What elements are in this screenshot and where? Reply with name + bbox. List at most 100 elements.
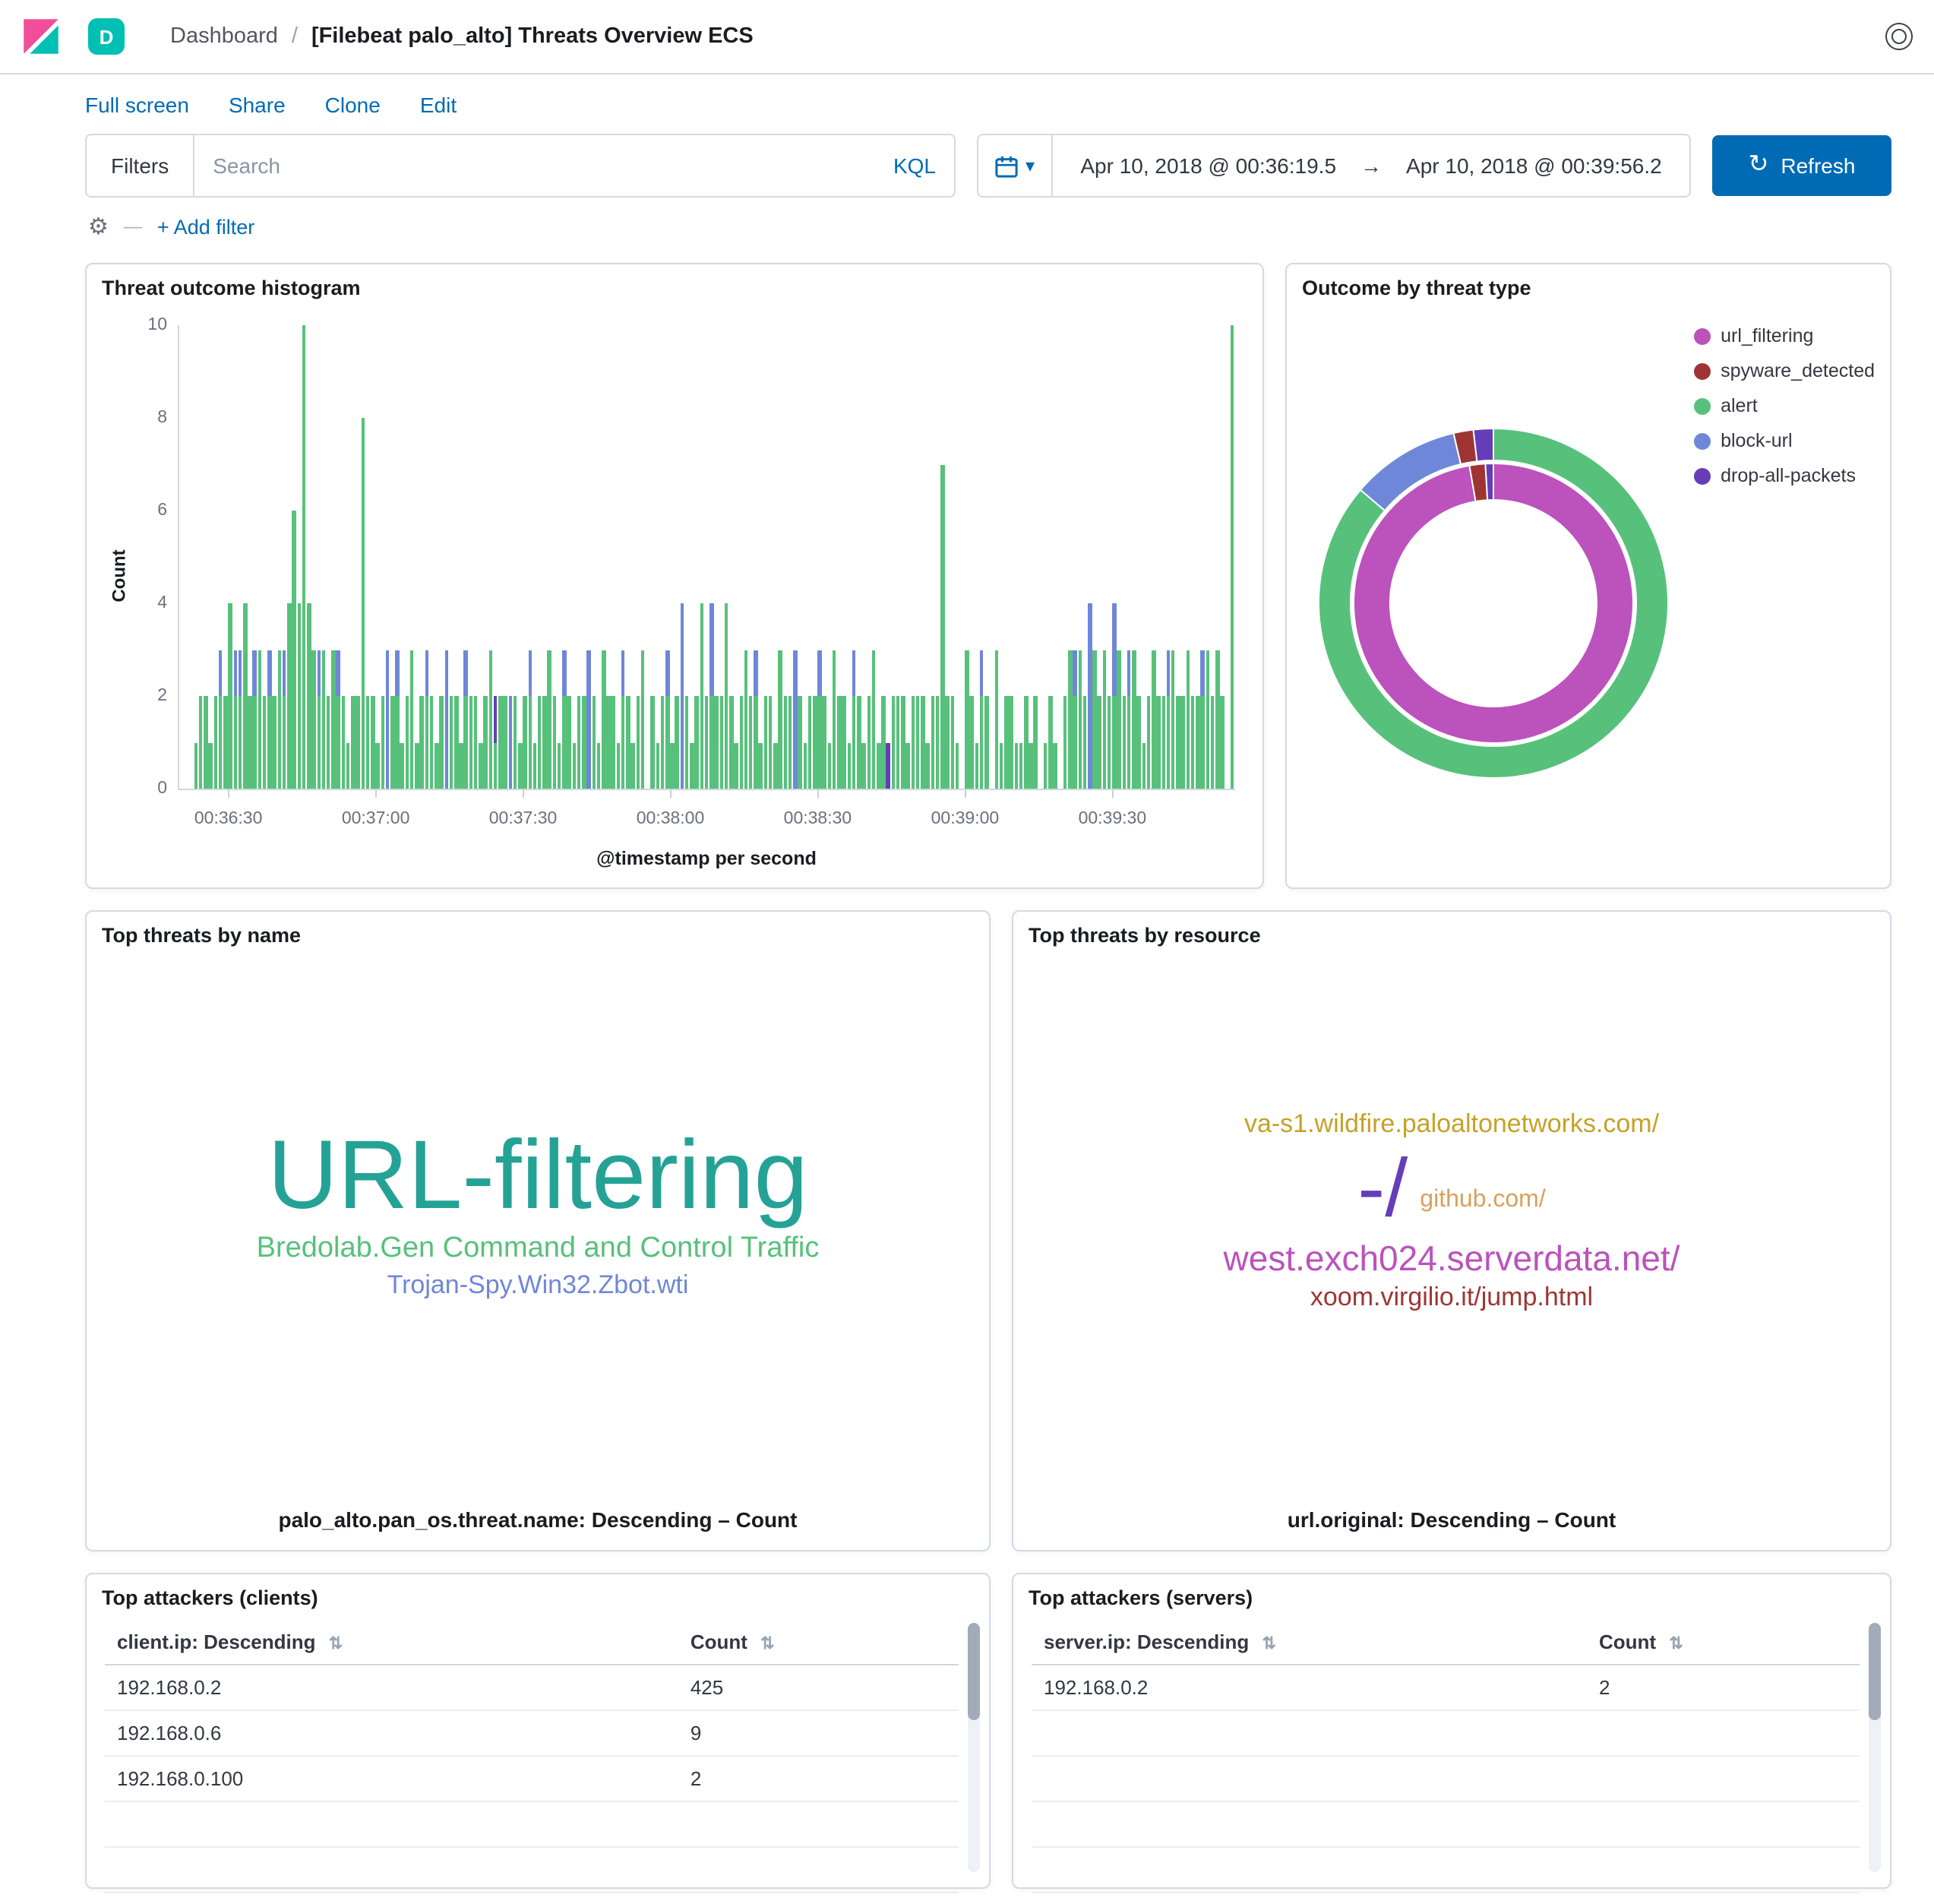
histogram-bar-segment[interactable] — [1053, 742, 1057, 789]
histogram-bar-segment[interactable] — [419, 696, 424, 789]
histogram-bar-segment[interactable] — [940, 464, 945, 789]
histogram-bar-segment[interactable] — [297, 603, 302, 789]
histogram-bar-segment[interactable] — [1107, 696, 1111, 789]
histogram-bar-segment[interactable] — [896, 696, 900, 789]
histogram-bar-segment[interactable] — [891, 696, 896, 789]
histogram-bar-segment[interactable] — [886, 742, 890, 789]
histogram-bar-segment[interactable] — [381, 696, 385, 789]
legend-item[interactable]: spyware_detected — [1693, 360, 1875, 381]
histogram-bar-segment[interactable] — [483, 696, 488, 789]
histogram-bar-segment[interactable] — [1048, 696, 1053, 789]
histogram-bar-segment[interactable] — [1166, 696, 1171, 789]
histogram-bar-segment[interactable] — [660, 696, 665, 789]
histogram-bar-segment[interactable] — [1092, 650, 1097, 789]
histogram-bar-segment[interactable] — [307, 603, 311, 789]
histogram-bar-segment[interactable] — [1078, 650, 1082, 789]
histogram-bar-segment[interactable] — [586, 650, 591, 789]
histogram-bar-segment[interactable] — [1112, 696, 1117, 789]
histogram-bar-segment[interactable] — [621, 650, 625, 696]
histogram-bar-segment[interactable] — [469, 696, 473, 789]
histogram-bar-segment[interactable] — [267, 650, 272, 696]
histogram-bar-segment[interactable] — [1033, 696, 1038, 789]
histogram-bar-segment[interactable] — [331, 650, 336, 789]
histogram-bar-segment[interactable] — [596, 742, 601, 789]
histogram-bar-segment[interactable] — [228, 603, 232, 789]
histogram-bar-segment[interactable] — [1171, 650, 1175, 789]
histogram-bar-segment[interactable] — [238, 696, 242, 789]
histogram-bar-segment[interactable] — [969, 696, 974, 789]
histogram-bar-segment[interactable] — [1176, 696, 1180, 789]
histogram-bar-segment[interactable] — [282, 696, 286, 789]
histogram-bar-segment[interactable] — [773, 742, 778, 789]
histogram-bar-segment[interactable] — [302, 325, 306, 789]
histogram-bar-segment[interactable] — [537, 696, 542, 789]
donut-slice-drop-all-packets[interactable] — [1484, 462, 1494, 501]
histogram-bar-segment[interactable] — [704, 696, 709, 789]
legend-item[interactable]: drop-all-packets — [1693, 465, 1875, 486]
histogram-bar-segment[interactable] — [252, 696, 257, 789]
histogram-bar-segment[interactable] — [719, 696, 724, 789]
histogram-bar-segment[interactable] — [1190, 696, 1195, 789]
histogram-bar-segment[interactable] — [562, 650, 567, 696]
histogram-bar-segment[interactable] — [754, 696, 758, 789]
histogram-bar-segment[interactable] — [365, 696, 370, 789]
histogram-bar-segment[interactable] — [915, 696, 920, 789]
histogram-bar-segment[interactable] — [1180, 696, 1185, 789]
histogram-bar-segment[interactable] — [326, 696, 330, 789]
histogram-bar-segment[interactable] — [498, 696, 503, 789]
donut-slice-url_filtering[interactable] — [1352, 462, 1634, 744]
histogram-bar-segment[interactable] — [582, 696, 586, 789]
histogram-bar-segment[interactable] — [832, 650, 836, 789]
histogram-bar-segment[interactable] — [670, 742, 675, 789]
histogram-bar-segment[interactable] — [1206, 650, 1210, 789]
histogram-bar-segment[interactable] — [243, 603, 248, 789]
histogram-bar-segment[interactable] — [282, 650, 286, 696]
histogram-bar-segment[interactable] — [1200, 696, 1205, 789]
histogram-bar-segment[interactable] — [409, 650, 414, 789]
histogram-bar-segment[interactable] — [827, 742, 832, 789]
histogram-bar-segment[interactable] — [1220, 696, 1225, 789]
histogram-bar-segment[interactable] — [577, 696, 581, 789]
histogram-bar-segment[interactable] — [371, 696, 375, 789]
histogram-bar-segment[interactable] — [405, 696, 409, 789]
histogram-bar-segment[interactable] — [547, 650, 551, 789]
donut-slice-alert[interactable] — [1318, 427, 1669, 779]
histogram-bar-segment[interactable] — [1186, 650, 1190, 789]
histogram-bar-segment[interactable] — [592, 696, 596, 789]
histogram-bar-segment[interactable] — [317, 696, 321, 789]
histogram-bar-segment[interactable] — [449, 696, 453, 789]
histogram-bar-segment[interactable] — [567, 696, 571, 789]
histogram-bar-segment[interactable] — [999, 742, 1003, 789]
histogram-bar-segment[interactable] — [287, 603, 292, 789]
histogram-bar-segment[interactable] — [822, 696, 826, 789]
histogram-bar-segment[interactable] — [395, 696, 400, 789]
histogram-bar-segment[interactable] — [994, 650, 999, 789]
histogram-bar-segment[interactable] — [1082, 696, 1087, 789]
histogram-bar-segment[interactable] — [979, 696, 984, 789]
histogram-bar-segment[interactable] — [1112, 603, 1117, 696]
histogram-bar-segment[interactable] — [871, 650, 876, 789]
histogram-bar-segment[interactable] — [375, 742, 380, 789]
histogram-bar-segment[interactable] — [425, 696, 429, 789]
histogram-bar-segment[interactable] — [1097, 696, 1101, 789]
search-input[interactable] — [194, 153, 875, 178]
histogram-bar-segment[interactable] — [463, 696, 468, 789]
histogram-bar-segment[interactable] — [975, 742, 979, 789]
histogram-bar-segment[interactable] — [763, 696, 768, 789]
histogram-bar-segment[interactable] — [1019, 742, 1023, 789]
histogram-bar-segment[interactable] — [921, 696, 925, 789]
histogram-bar-segment[interactable] — [425, 650, 429, 696]
histogram-bar-segment[interactable] — [395, 650, 400, 696]
histogram-bar-segment[interactable] — [572, 742, 577, 789]
histogram-bar-segment[interactable] — [311, 650, 316, 789]
kql-button[interactable]: KQL — [893, 153, 936, 178]
tag[interactable]: Trojan-Spy.Win32.Zbot.wti — [387, 1270, 689, 1299]
table-scrollbar[interactable] — [1869, 1623, 1881, 1872]
histogram-bar-segment[interactable] — [984, 696, 989, 789]
header-circle-icon[interactable] — [1885, 23, 1913, 50]
histogram-bar-segment[interactable] — [361, 418, 365, 789]
histogram-bar-segment[interactable] — [252, 650, 257, 696]
histogram-bar-segment[interactable] — [837, 696, 842, 789]
histogram-bar-segment[interactable] — [1117, 650, 1121, 789]
histogram-bar-segment[interactable] — [1146, 696, 1151, 789]
